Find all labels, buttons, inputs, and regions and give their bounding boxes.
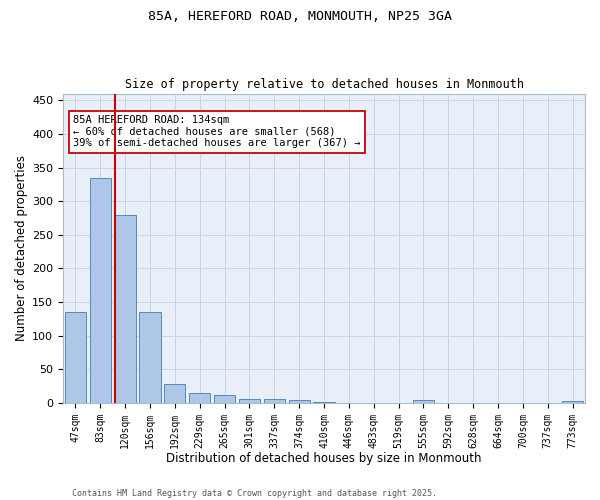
Bar bbox=[289, 400, 310, 403]
Text: 85A HEREFORD ROAD: 134sqm
← 60% of detached houses are smaller (568)
39% of semi: 85A HEREFORD ROAD: 134sqm ← 60% of detac… bbox=[73, 115, 361, 148]
Text: Contains HM Land Registry data © Crown copyright and database right 2025.: Contains HM Land Registry data © Crown c… bbox=[72, 488, 437, 498]
X-axis label: Distribution of detached houses by size in Monmouth: Distribution of detached houses by size … bbox=[166, 452, 482, 465]
Bar bbox=[90, 178, 111, 403]
Title: Size of property relative to detached houses in Monmouth: Size of property relative to detached ho… bbox=[125, 78, 524, 91]
Bar bbox=[239, 399, 260, 403]
Bar bbox=[313, 402, 335, 403]
Bar bbox=[115, 214, 136, 403]
Bar bbox=[214, 396, 235, 403]
Bar bbox=[139, 312, 161, 403]
Text: 85A, HEREFORD ROAD, MONMOUTH, NP25 3GA: 85A, HEREFORD ROAD, MONMOUTH, NP25 3GA bbox=[148, 10, 452, 23]
Bar bbox=[189, 393, 210, 403]
Bar bbox=[264, 400, 285, 403]
Bar bbox=[65, 312, 86, 403]
Y-axis label: Number of detached properties: Number of detached properties bbox=[15, 155, 28, 341]
Bar bbox=[413, 400, 434, 403]
Bar bbox=[164, 384, 185, 403]
Bar bbox=[562, 401, 583, 403]
